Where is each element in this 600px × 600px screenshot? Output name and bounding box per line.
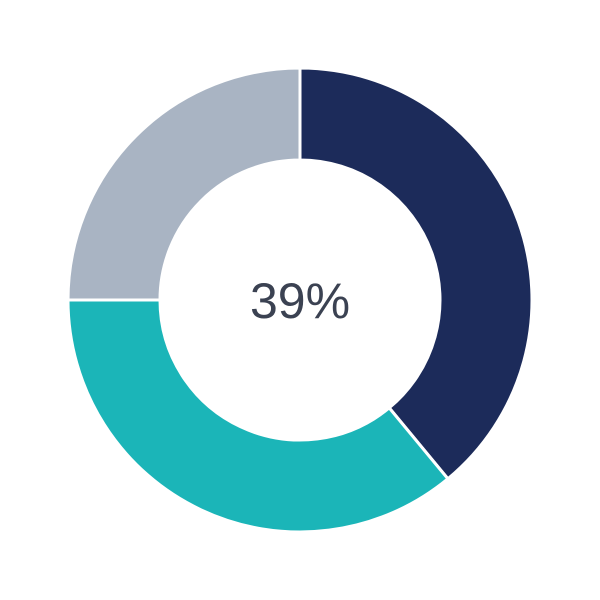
slices-group xyxy=(66,66,534,534)
donut-slice-3 xyxy=(66,66,302,302)
center-label: 39% xyxy=(250,273,350,329)
donut-slice-1 xyxy=(298,66,534,481)
donut-slice-2 xyxy=(66,298,450,534)
